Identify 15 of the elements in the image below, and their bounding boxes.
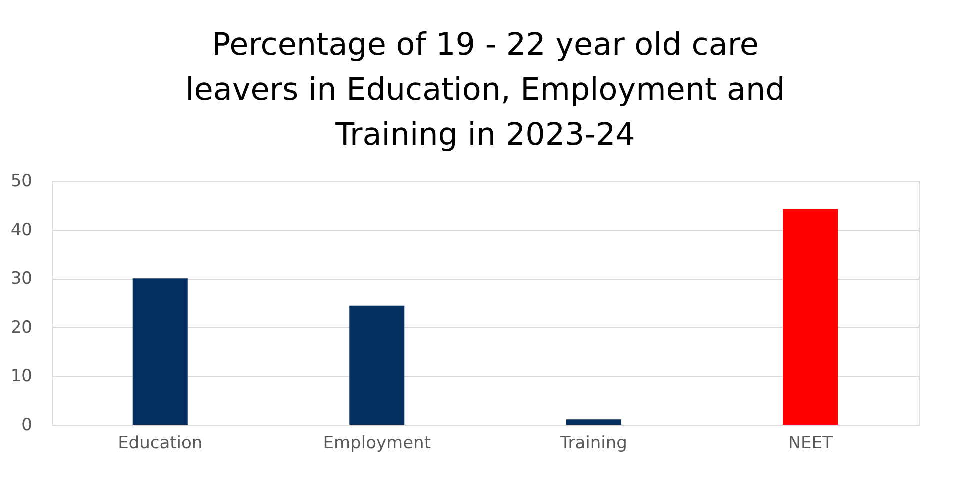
chart-title: Percentage of 19 - 22 year old care leavers in Education, Employment and Training in 2023-24 bbox=[186, 27, 786, 153]
y-tick-label: 50 bbox=[10, 172, 32, 192]
y-tick-label: 20 bbox=[10, 318, 32, 338]
y-tick-label: 0 bbox=[22, 416, 32, 436]
bar bbox=[783, 209, 838, 425]
bar bbox=[566, 420, 622, 425]
x-tick-label: Training bbox=[559, 434, 628, 454]
y-tick-label: 30 bbox=[10, 269, 32, 290]
y-tick-label: 10 bbox=[10, 366, 32, 387]
x-tick-label: Education bbox=[118, 434, 203, 454]
x-tick-label: NEET bbox=[788, 434, 834, 454]
bar bbox=[132, 278, 188, 425]
bar bbox=[350, 306, 405, 425]
y-tick-label: 40 bbox=[10, 220, 32, 240]
x-tick-label: Employment bbox=[323, 434, 432, 454]
